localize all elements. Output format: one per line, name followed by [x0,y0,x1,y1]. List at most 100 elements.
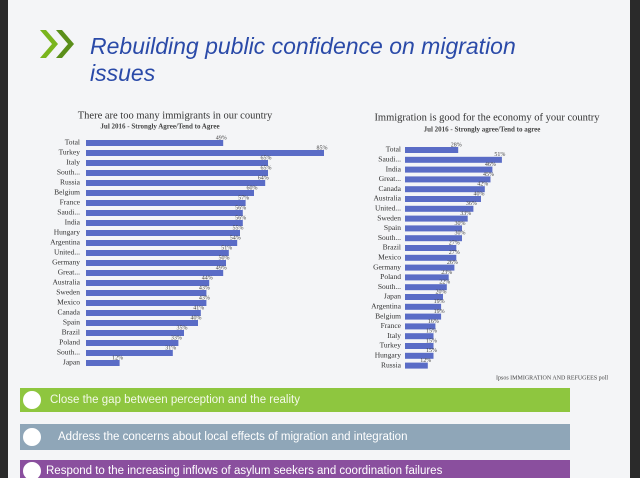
value-label: 54% [230,235,241,241]
point-text: Close the gap between perception and the… [50,394,300,406]
bar [405,264,455,271]
bar [405,235,462,242]
bar [405,352,434,359]
bar [405,166,493,173]
bar [405,362,428,369]
category-label: Australia [374,194,402,203]
chart-title: There are too many immigrants in our cou… [78,110,273,121]
category-label: Spain [63,318,80,327]
value-label: 49% [216,265,227,271]
category-label: Great... [58,268,80,277]
value-label: 15% [426,338,437,344]
bar [405,254,457,261]
value-label: 30% [455,221,466,227]
value-label: 45% [483,172,494,178]
bar [86,280,210,286]
bar [86,210,243,216]
value-label: 51% [494,152,505,158]
bar [405,245,457,251]
bar [86,330,184,336]
value-label: 56% [235,205,246,211]
value-label: 28% [451,142,462,148]
category-label: Italy [66,158,80,167]
category-label: Belgium [54,188,80,197]
bar [405,225,462,232]
point-box [20,424,570,450]
bar [86,140,224,146]
title-line: issues [90,60,156,86]
category-label: Italy [387,331,401,340]
chart-title: Immigration is good for the economy of y… [374,112,600,123]
value-label: 49% [216,135,227,141]
bar [405,215,468,222]
value-label: 65% [261,165,272,171]
bar [405,274,449,281]
bar [86,360,120,366]
bar [405,323,436,330]
chart-subtitle: Jul 2016 - Strongly agree/Tend to agree [424,126,541,134]
bar [86,240,238,246]
category-label: Russia [381,360,402,369]
category-label: Germany [52,258,80,267]
bullet [21,389,43,411]
bar [405,147,459,153]
bar [86,270,224,276]
bar [86,350,173,356]
category-label: United... [375,204,401,213]
chevron [40,30,58,58]
category-label: Saudi... [378,155,401,164]
bullet [21,460,43,478]
category-label: Spain [384,223,401,232]
value-label: 22% [439,280,450,286]
chevron [56,30,74,58]
bar [86,340,179,346]
category-label: Saudi... [57,208,80,217]
value-label: 56% [235,215,246,221]
value-label: 12% [112,355,123,361]
bar [86,250,229,256]
value-label: 60% [247,185,258,191]
category-label: United... [54,248,80,257]
category-label: South... [57,168,80,177]
value-label: 55% [233,225,244,231]
slide-title: Rebuilding public confidence on migratio… [90,33,516,86]
point-text: Address the concerns about local effects… [58,431,407,443]
category-label: Total [386,145,401,154]
value-label: 46% [485,162,496,168]
bar [405,343,434,349]
value-label: 23% [441,270,452,276]
bar [86,230,240,236]
category-label: Turkey [59,148,81,157]
value-label: 36% [466,201,477,207]
category-label: Total [65,138,80,147]
bar [86,170,268,176]
bar [86,160,268,166]
category-label: South... [378,282,401,291]
category-label: Great... [379,174,401,183]
value-label: 42% [477,182,488,188]
category-label: Germany [373,262,401,271]
bar [405,196,481,202]
value-label: 19% [434,299,445,305]
bar [86,220,243,226]
bar [86,190,254,196]
value-label: 16% [428,319,439,325]
point-box [20,460,570,478]
bar [405,156,502,163]
category-label: Canada [58,308,81,317]
bar [86,260,226,266]
category-label: Belgium [375,311,401,320]
category-label: India [386,164,402,173]
value-label: 35% [177,325,188,331]
value-label: 40% [191,315,202,321]
category-label: Brazil [383,243,401,252]
value-label: 51% [221,245,232,251]
bar [405,176,491,183]
value-label: 19% [434,309,445,315]
bar [405,303,442,310]
bar [86,150,324,156]
value-label: 12% [420,358,431,364]
value-label: 41% [193,305,204,311]
value-label: 30% [455,231,466,237]
